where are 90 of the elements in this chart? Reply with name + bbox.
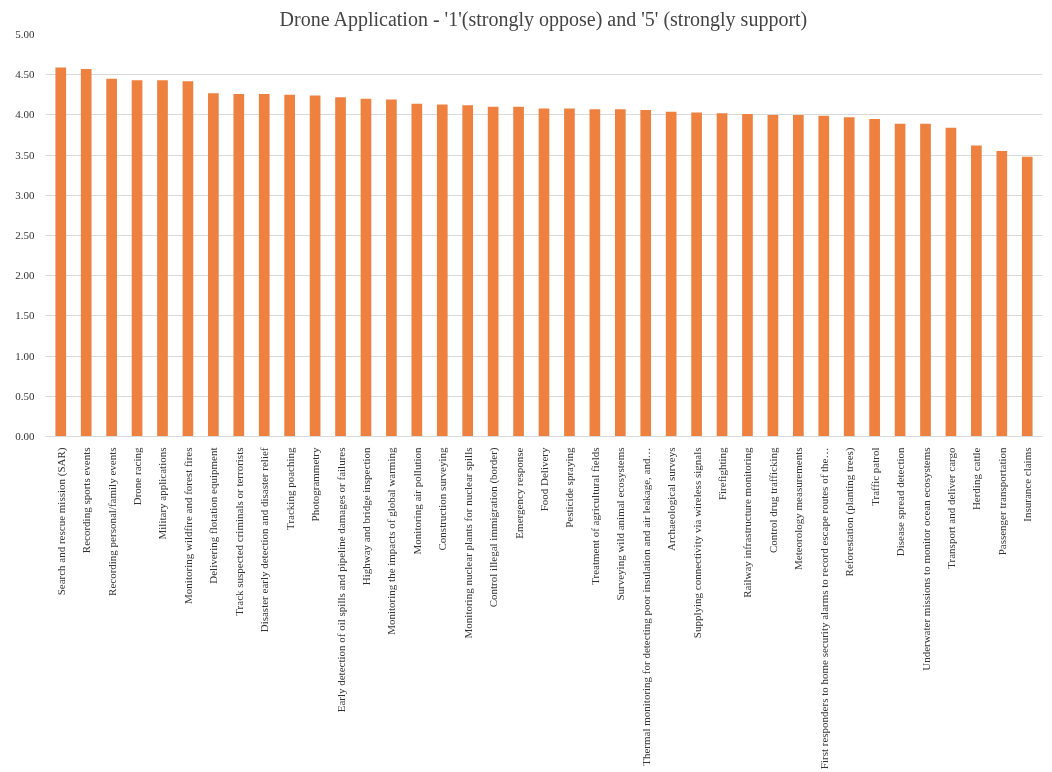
x-tick-label: Firefighting <box>716 447 729 501</box>
x-tick-label: Recording sports events <box>80 447 93 554</box>
bar <box>716 113 728 437</box>
x-tick-label: Railway infrastructure monitoring <box>741 447 754 598</box>
x-tick-label: Drone racing <box>131 447 144 506</box>
x-tick-label: Meteorology measurements <box>792 447 805 570</box>
y-tick-label: 1.50 <box>15 309 35 322</box>
x-tick-label: Food Delivery <box>538 447 550 512</box>
bar <box>818 115 830 437</box>
bar <box>258 94 270 437</box>
bar <box>843 117 855 437</box>
bar <box>436 104 448 437</box>
x-tick-label: Pesticide spraying <box>563 447 576 528</box>
y-tick-label: 2.00 <box>15 269 35 282</box>
bar <box>564 108 575 437</box>
bar <box>742 114 753 437</box>
bar <box>131 80 143 437</box>
bar <box>157 80 168 437</box>
bar <box>80 69 92 437</box>
x-tick-label: Archaeological surveys <box>665 447 678 552</box>
x-tick-label: Military applications <box>156 447 169 540</box>
x-tick-label: Thermal monitoring for detecting poor insulation and air leakage, and… <box>639 447 652 766</box>
bar <box>793 114 804 437</box>
y-tick-label: 1.00 <box>15 349 35 362</box>
bar <box>971 145 982 437</box>
x-tick-label: Herding cattle <box>970 447 983 511</box>
y-tick-label: 3.00 <box>15 188 35 201</box>
x-tick-label: Treatment of agricultural fields <box>588 447 601 585</box>
bar <box>411 103 423 437</box>
bar <box>767 114 779 437</box>
y-tick-label: 3.50 <box>15 148 35 161</box>
bar <box>208 93 219 437</box>
y-tick-label: 5.00 <box>15 28 35 40</box>
x-tick-label: Transport and deliver cargo <box>944 447 957 569</box>
x-tick-label: Emergency response <box>512 447 525 539</box>
x-tick-label: Search and rescue mission (SAR) <box>54 447 68 596</box>
x-tick-label: Surveying wild animal ecosystems <box>614 447 627 601</box>
x-tick-label: Passenger transportation <box>995 447 1008 556</box>
bar <box>513 106 524 437</box>
y-tick-label: 4.00 <box>15 108 35 121</box>
bar <box>386 99 397 437</box>
y-tick-label: 0.50 <box>15 389 35 402</box>
x-tick-label: First responders to home security alarms to record escape routes of the… <box>817 447 830 770</box>
bar <box>487 106 499 437</box>
chart-title: Drone Application - '1'(strongly oppose) and '5' (strongly support) <box>279 7 808 31</box>
x-tick-label: Photogrammetry <box>309 447 322 522</box>
bar <box>462 105 474 437</box>
x-tick-label: Control drug trafficking <box>766 447 779 553</box>
y-tick-label: 0.00 <box>15 430 35 442</box>
bar <box>360 98 372 437</box>
x-tick-label: Delivering flotation equipment <box>207 447 220 584</box>
bar <box>106 78 117 437</box>
bar <box>284 94 295 437</box>
x-tick-label: Track suspected criminals or terrorists <box>232 447 245 616</box>
x-tick-label: Control illegal immigration (border) <box>487 447 501 608</box>
x-tick-label: Tracking poaching <box>283 447 296 530</box>
bar <box>996 151 1008 437</box>
x-tick-label: Early detection of oil spills and pipeline damages or failures <box>334 447 347 713</box>
x-tick-label: Monitoring wildfire and forest fires <box>181 447 194 604</box>
bar <box>1021 156 1033 437</box>
bar <box>640 110 652 437</box>
y-tick-label: 4.50 <box>15 68 35 81</box>
x-tick-label: Disease spread detection <box>894 447 907 557</box>
x-tick-label: Insurance claims <box>1021 447 1034 522</box>
x-tick-label: Disaster early detection and disaster relief <box>258 447 271 633</box>
y-tick-label: 2.50 <box>15 229 35 241</box>
bar <box>335 97 346 437</box>
x-tick-label: Reforestation (planting trees) <box>843 447 857 577</box>
bar <box>691 112 702 437</box>
bar <box>233 94 245 437</box>
bar <box>665 111 677 437</box>
bar <box>55 67 67 437</box>
bar <box>182 81 194 437</box>
x-tick-label: Monitoring air pollution <box>410 447 423 555</box>
bar <box>538 108 550 437</box>
bar <box>589 109 601 437</box>
x-tick-label: Construction surveying <box>436 447 449 551</box>
x-tick-label: Supplying connectivity via wireless signals <box>690 447 703 639</box>
bar <box>309 95 321 437</box>
bar <box>614 109 626 437</box>
x-tick-label: Recording personal/family events <box>105 447 118 596</box>
x-tick-label: Underwater missions to monitor ocean ecosystems <box>919 447 932 671</box>
bar <box>945 127 957 437</box>
x-tick-label: Traffic patrol <box>868 447 881 506</box>
x-tick-label: Highway and bridge inspection <box>359 447 372 586</box>
x-tick-label: Monitoring the impacts of global warming <box>385 447 398 635</box>
bar <box>894 123 906 437</box>
x-tick-label: Monitoring nuclear plants for nuclear spills <box>461 447 474 639</box>
bar <box>869 118 880 437</box>
bar <box>920 123 931 437</box>
